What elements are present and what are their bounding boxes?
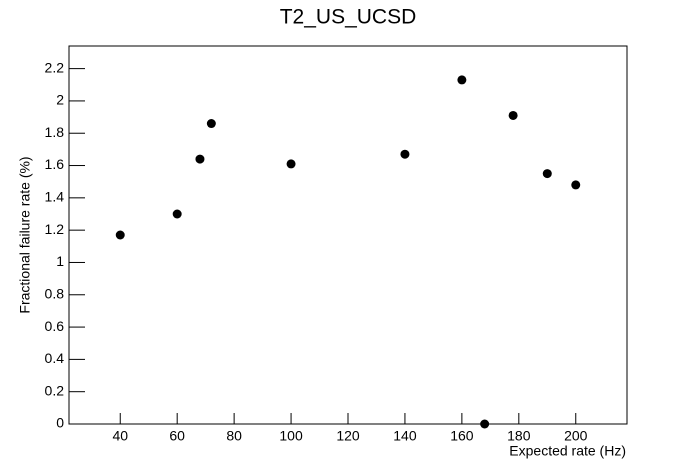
x-tick-label: 120 [336,428,360,444]
y-tick-label: 0.2 [45,382,65,398]
y-tick-label: 0.6 [45,318,65,334]
data-point [115,230,125,240]
y-tick-label: 1.6 [45,156,65,172]
data-point [480,419,490,429]
chart-title: T2_US_UCSD [280,6,417,29]
data-point [195,154,205,164]
y-tick-label: 1.8 [45,124,65,140]
x-tick-label: 100 [279,428,303,444]
y-axis-label: Fractional failure rate (%) [17,156,33,313]
data-point [206,119,216,129]
x-tick-label: 200 [564,428,588,444]
data-point [542,169,552,179]
data-point [172,209,182,219]
x-tick-label: 140 [393,428,417,444]
x-tick-label: 40 [112,428,128,444]
data-point [571,180,581,190]
data-point [508,110,518,120]
y-tick-label: 1.4 [45,189,65,205]
y-tick-label: 1 [56,253,64,269]
y-tick-label: 0 [56,415,64,431]
x-tick-label: 60 [169,428,185,444]
x-tick-label: 80 [226,428,242,444]
data-point [457,75,467,85]
y-tick-label: 0.8 [45,285,65,301]
data-point [286,159,296,169]
y-tick-label: 2 [56,92,64,108]
x-tick-label: 160 [450,428,474,444]
y-tick-label: 0.4 [45,350,65,366]
y-tick-label: 2.2 [45,59,65,75]
data-point [400,149,410,159]
x-tick-label: 180 [507,428,531,444]
y-tick-label: 1.2 [45,221,65,237]
x-axis-label: Expected rate (Hz) [509,443,626,459]
